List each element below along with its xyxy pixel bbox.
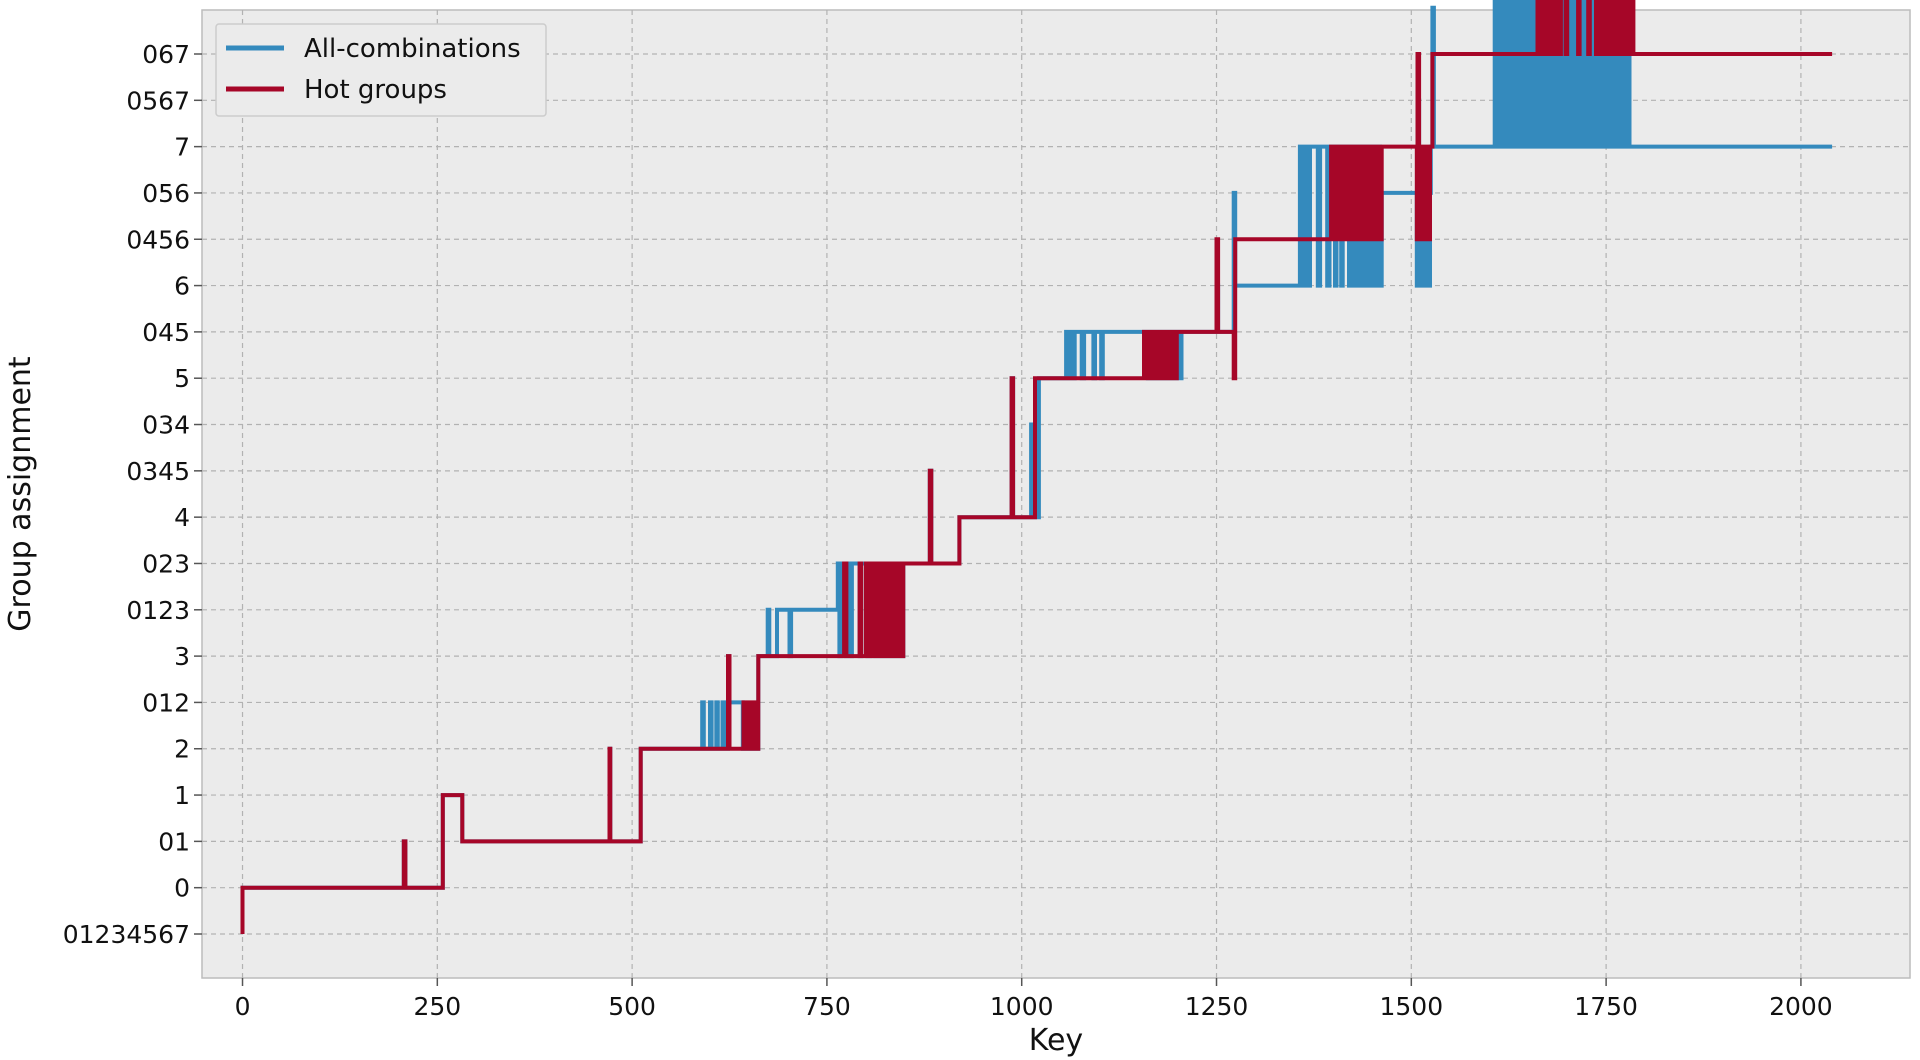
- y-tick-label: 6: [174, 272, 190, 301]
- y-tick-label: 0456: [126, 225, 190, 254]
- y-tick-label: 01: [158, 827, 190, 856]
- x-tick-label: 250: [413, 992, 461, 1021]
- y-tick-label: 034: [142, 411, 190, 440]
- y-tick-label: 5: [174, 364, 190, 393]
- y-tick-label: 012: [142, 688, 190, 717]
- y-tick-label: 0: [174, 874, 190, 903]
- legend-label-hot-groups: Hot groups: [304, 75, 447, 105]
- y-tick-label: 2: [174, 735, 190, 764]
- x-tick-label: 1750: [1574, 992, 1638, 1021]
- x-tick-label: 1500: [1380, 992, 1444, 1021]
- x-tick-label: 1000: [990, 992, 1054, 1021]
- legend-box: [215, 23, 547, 117]
- y-tick-label: 056: [142, 179, 190, 208]
- series-layer: [240, 0, 1833, 934]
- x-tick-label: 2000: [1769, 992, 1833, 1021]
- x-tick-label: 750: [803, 992, 851, 1021]
- axis-ticks: 0 250 500 750 1000 1250 1500 1750 20000123456700…: [63, 40, 1833, 1021]
- y-axis-title: Group assignment: [3, 356, 38, 632]
- y-tick-label: 1: [174, 781, 190, 810]
- x-tick-label: 500: [608, 992, 656, 1021]
- y-tick-label: 3: [174, 642, 190, 671]
- y-tick-label: 0345: [126, 457, 190, 486]
- y-tick-label: 023: [142, 549, 190, 578]
- x-tick-label: 1250: [1185, 992, 1249, 1021]
- series-line-hot-groups: [240, 0, 1833, 934]
- y-tick-label: 0123: [126, 596, 190, 625]
- x-axis-title: Key: [1029, 1023, 1083, 1058]
- y-tick-label: 0567: [126, 86, 190, 115]
- legend-label-all-combinations: All-combinations: [304, 34, 521, 64]
- y-tick-label: 4: [174, 503, 190, 532]
- y-tick-label: 045: [142, 318, 190, 347]
- x-tick-label: 0: [235, 992, 251, 1021]
- y-tick-label: 7: [174, 133, 190, 162]
- y-tick-label: 01234567: [63, 920, 190, 949]
- legend: All-combinations Hot groups: [215, 23, 547, 117]
- y-tick-label: 067: [142, 40, 190, 69]
- plot-area: [201, 9, 1911, 979]
